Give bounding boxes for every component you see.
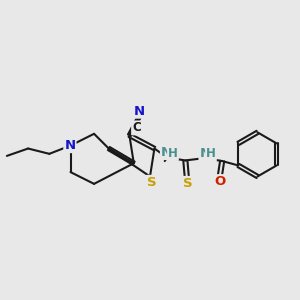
Text: N: N <box>200 147 211 160</box>
Text: N: N <box>161 146 172 159</box>
Text: N: N <box>134 105 145 118</box>
Text: S: S <box>183 177 192 190</box>
Text: H: H <box>168 147 178 160</box>
Text: H: H <box>206 148 216 160</box>
Text: O: O <box>214 175 225 188</box>
Text: N: N <box>64 139 76 152</box>
Text: C: C <box>132 122 141 134</box>
Text: S: S <box>147 176 156 189</box>
